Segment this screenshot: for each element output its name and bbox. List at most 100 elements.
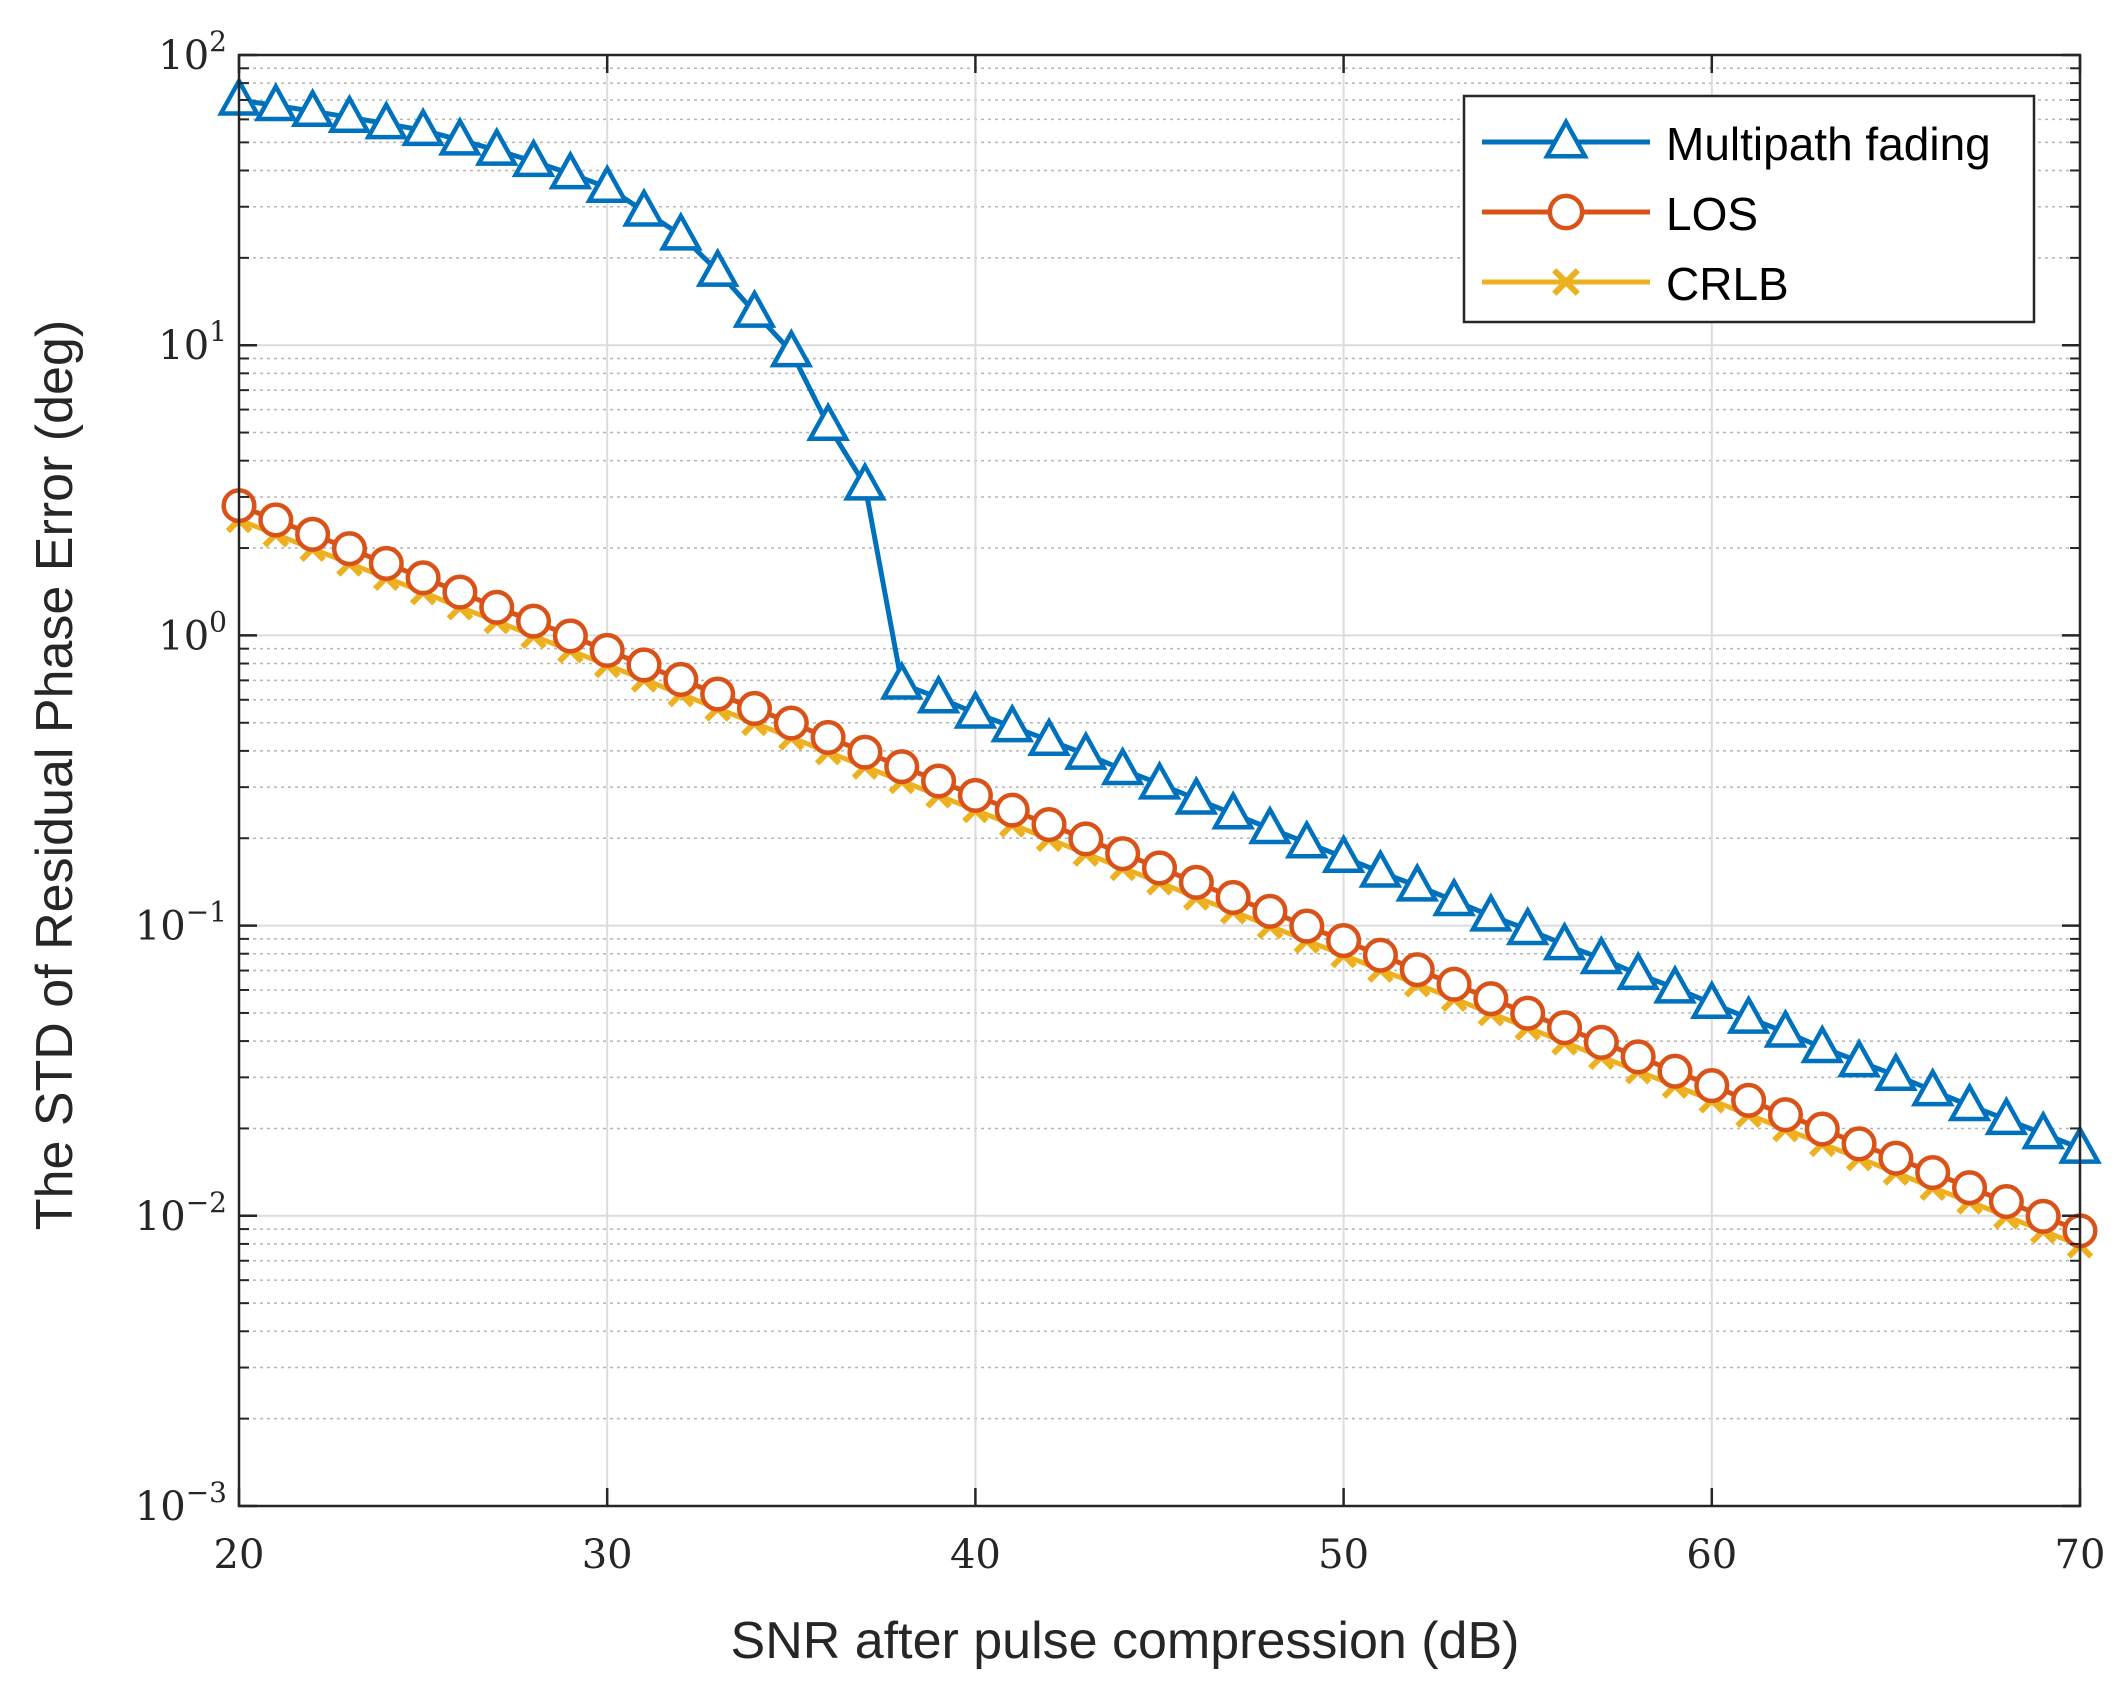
data-point <box>331 531 368 567</box>
data-point <box>1915 1154 1951 1191</box>
data-point <box>953 689 998 729</box>
x-tick-labels: 20 30 40 50 60 70 <box>214 1532 2106 1578</box>
data-point <box>1432 877 1476 917</box>
y-tick-label: 10−2 <box>135 1186 227 1240</box>
data-point <box>516 603 552 639</box>
data-point <box>810 719 846 755</box>
data-point <box>990 703 1035 743</box>
axes-box <box>237 53 2082 1508</box>
data-point <box>695 247 740 287</box>
data-point <box>1215 879 1251 916</box>
data-point <box>1763 1008 1808 1048</box>
data-point <box>401 106 445 147</box>
data-point <box>1552 268 1580 296</box>
x-tick-label: 70 <box>2055 1532 2106 1578</box>
data-point <box>1616 950 1660 990</box>
data-point <box>474 126 519 166</box>
data-point <box>327 93 372 134</box>
data-point <box>1473 981 1509 1017</box>
y-tick-labels: 102 101 100 10−1 10−2 10−3 <box>135 25 227 1530</box>
data-point <box>1657 1053 1693 1089</box>
data-point <box>1947 1081 1992 1122</box>
y-tick-label: 10−3 <box>135 1476 227 1530</box>
data-point <box>1510 995 1546 1031</box>
data-point <box>1689 979 1734 1020</box>
data-point <box>511 137 556 178</box>
data-point <box>1174 775 1219 815</box>
data-point <box>1321 833 1366 873</box>
data-point <box>1731 1082 1767 1118</box>
y-tick-label: 101 <box>158 315 227 369</box>
data-point <box>663 661 699 698</box>
legend-entry-multipath-fading: Multipath fading <box>1482 117 1991 170</box>
data-point <box>626 647 662 683</box>
data-point <box>1767 1097 1803 1133</box>
legend-label: CRLB <box>1666 258 1789 310</box>
data-point <box>1395 862 1440 902</box>
data-point <box>1358 848 1403 888</box>
data-point <box>364 100 409 140</box>
data-point <box>1289 908 1325 944</box>
data-point <box>1543 117 1589 159</box>
data-point <box>622 187 666 227</box>
data-point <box>1068 821 1104 857</box>
data-point <box>1436 966 1472 1002</box>
data-point <box>806 401 850 441</box>
data-point <box>847 734 883 770</box>
data-point <box>253 81 298 122</box>
data-point <box>1694 1068 1730 1104</box>
data-point <box>659 211 703 251</box>
x-tick-label: 60 <box>1686 1532 1737 1578</box>
data-point <box>405 560 441 596</box>
data-point <box>1137 760 1182 800</box>
data-point <box>1252 893 1288 929</box>
data-point <box>1874 1051 1918 1092</box>
data-point <box>1362 937 1398 973</box>
data-point <box>1951 1170 1988 1206</box>
data-point <box>1583 1024 1619 1060</box>
x-axis-label: SNR after pulse compression (dB) <box>731 1612 1520 1670</box>
data-point <box>736 690 773 727</box>
legend-label: LOS <box>1666 188 1758 240</box>
data-point <box>957 777 993 813</box>
data-point <box>1804 1111 1840 1147</box>
data-point <box>368 545 404 581</box>
data-point <box>1988 1183 2024 1220</box>
data-point <box>1878 1140 1914 1176</box>
data-point <box>700 676 736 712</box>
tick-marks <box>237 53 2082 1508</box>
y-tick-label: 102 <box>158 25 227 79</box>
data-point <box>1211 790 1255 830</box>
data-point <box>1178 864 1214 900</box>
legend-entry-los: LOS <box>1482 188 1758 240</box>
x-tick-label: 50 <box>1318 1532 1369 1578</box>
data-point <box>1800 1024 1845 1064</box>
data-point <box>773 705 809 741</box>
data-point <box>1326 923 1362 959</box>
data-point <box>843 461 887 501</box>
data-point <box>1248 805 1292 845</box>
data-point <box>1726 994 1771 1034</box>
data-point <box>769 328 814 368</box>
data-point <box>2025 1198 2061 1234</box>
data-point <box>1469 892 1513 932</box>
y-tick-label: 100 <box>158 605 227 659</box>
data-point <box>1064 730 1108 770</box>
data-point <box>1031 806 1067 843</box>
data-point <box>442 574 478 610</box>
x-tick-label: 30 <box>582 1532 633 1578</box>
data-point <box>1579 935 1624 975</box>
legend-label: Multipath fading <box>1666 118 1991 170</box>
data-point <box>295 516 331 552</box>
data-point <box>921 763 957 799</box>
x-tick-label: 40 <box>950 1532 1001 1578</box>
series-multipath-fading <box>217 76 2102 1164</box>
data-point <box>548 150 593 190</box>
data-point <box>884 749 920 785</box>
data-point <box>589 632 625 668</box>
data-point <box>2021 1110 2066 1150</box>
data-point <box>1505 905 1550 946</box>
y-tick-label: 10−1 <box>135 896 227 950</box>
x-tick-label: 20 <box>214 1532 265 1578</box>
